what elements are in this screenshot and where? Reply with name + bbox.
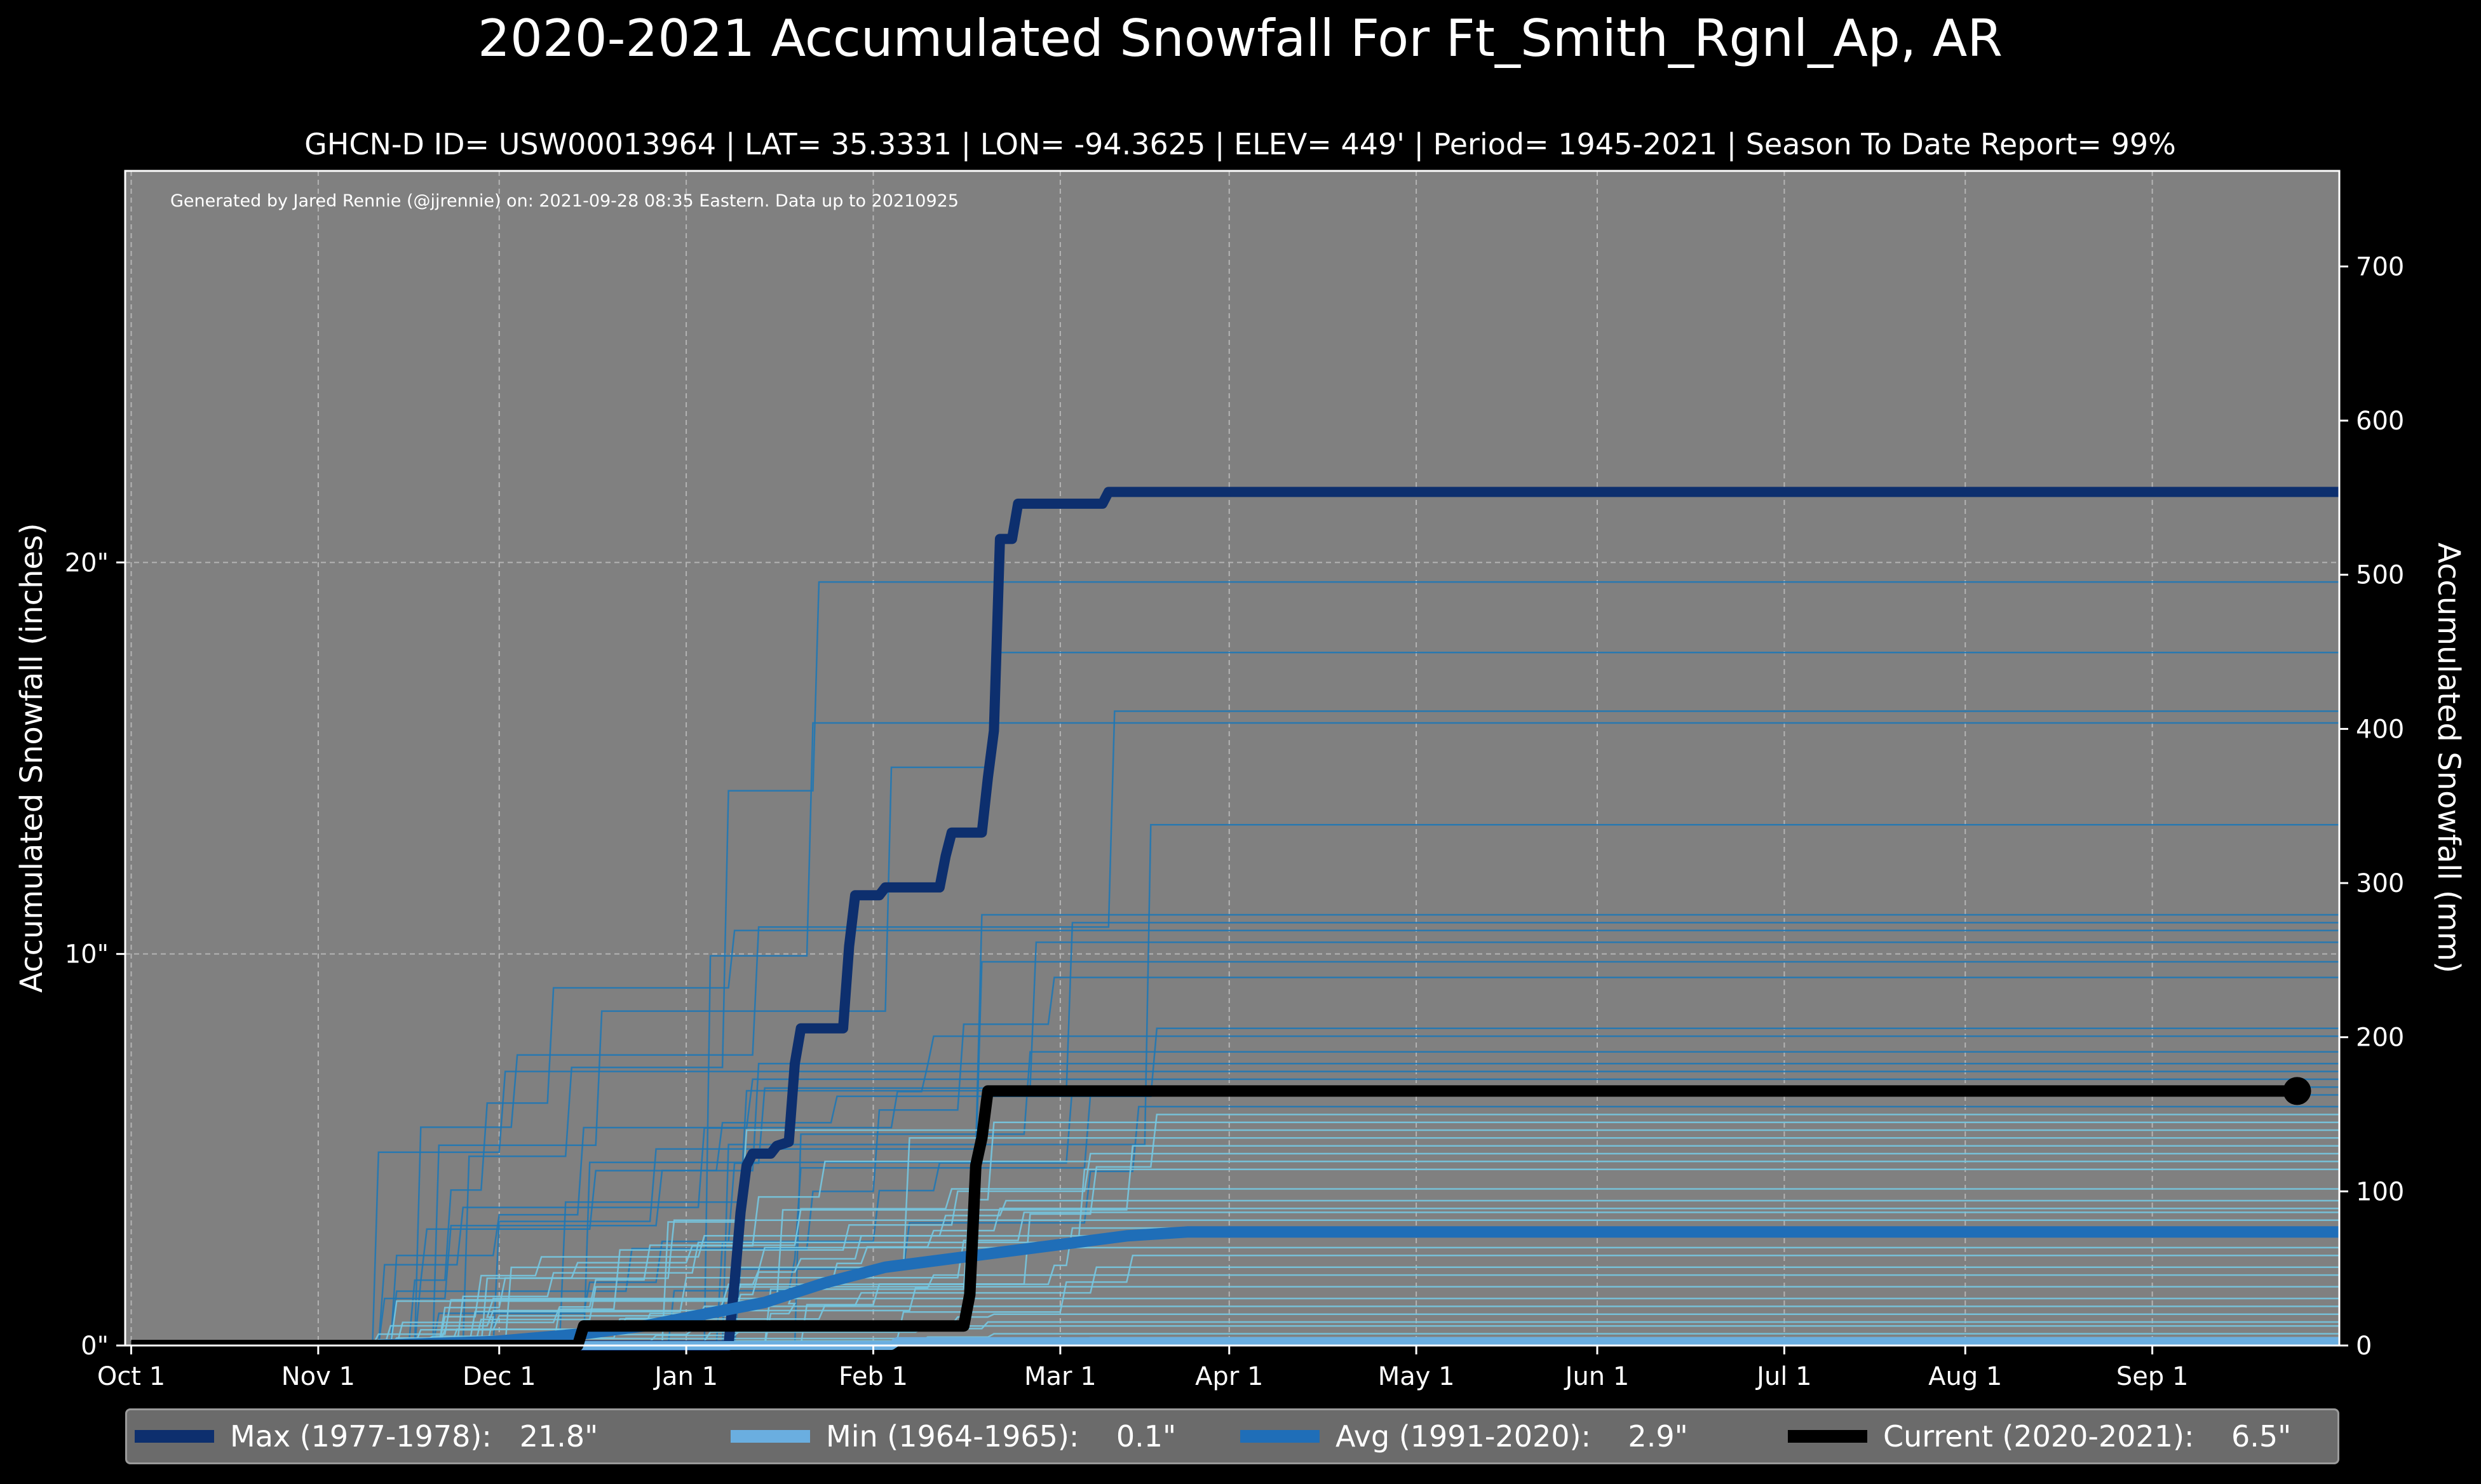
historical-season-line-34 [131,1235,2339,1347]
x-tick-label-2: Dec 1 [463,1362,536,1391]
historical-season-line-24 [131,1145,2339,1347]
x-tick-label-9: Jul 1 [1755,1362,1811,1391]
x-tick-label-7: May 1 [1378,1362,1455,1391]
y-right-tick-label-5: 500 [2356,561,2404,590]
y-axis-ticks: 0" 10" 20" [65,548,125,1361]
y-right-tick-label-7: 700 [2356,252,2404,281]
historical-season-line-29 [131,1199,2339,1347]
y-right-tick-label-1: 100 [2356,1177,2404,1206]
legend-item-max: Max (1977-1978): 21.8" [135,1410,598,1462]
x-tick-label-5: Mar 1 [1024,1362,1097,1391]
legend-label-max: Max (1977-1978): 21.8" [230,1419,598,1454]
series-line-2 [131,1226,2339,1351]
y-right-tick-label-0: 0 [2356,1332,2372,1361]
series-line-3 [131,1085,2297,1351]
x-tick-label-10: Aug 1 [1928,1362,2002,1391]
x-axis-ticks: Oct 1 Nov 1 Dec 1 Jan 1 Feb 1 Mar 1 Apr 1 May 1… [97,1346,2189,1391]
y-right-tick-label-4: 400 [2356,715,2404,744]
legend-item-avg: Avg (1991-2020): 2.9" [1240,1410,1688,1462]
x-tick-label-1: Nov 1 [281,1362,355,1391]
historical-season-line-17 [131,1086,2339,1347]
plot-frame [124,170,2341,1347]
historical-season-line-28 [131,1188,2339,1347]
y-right-tick-label-6: 600 [2356,407,2404,436]
x-tick-label-0: Oct 1 [97,1362,165,1391]
legend-label-avg: Avg (1991-2020): 2.9" [1335,1419,1688,1454]
historical-season-line-27 [131,1168,2339,1347]
historical-season-line-10 [131,976,2339,1347]
historical-season-line-12 [131,1035,2339,1347]
chart-subtitle: GHCN-D ID= USW00013964 | LAT= 35.3331 | … [304,127,2176,162]
y-axis-right-ticks: 0 100 200 300 400 500 600 700 [2339,252,2404,1361]
summary-series [131,487,2339,1351]
y-axis-right-label: Accumulated Snowfall (mm) [2431,543,2466,973]
series-line-0 [131,487,2339,1351]
x-tick-label-4: Feb 1 [839,1362,908,1391]
legend-swatch-avg [1240,1430,1320,1443]
legend-item-min: Min (1964-1965): 0.1" [731,1410,1176,1462]
legend-label-current: Current (2020-2021): 6.5" [1883,1419,2292,1454]
legend-swatch-min [731,1430,810,1443]
legend-label-min: Min (1964-1965): 0.1" [826,1419,1177,1454]
historical-season-line-26 [131,1161,2339,1347]
legend-swatch-current [1788,1430,1867,1443]
historical-season-line-5 [131,914,2339,1347]
y-tick-label-0: 0" [81,1332,109,1361]
x-tick-label-6: Apr 1 [1195,1362,1263,1391]
x-tick-label-11: Sep 1 [2116,1362,2189,1391]
y-axis-label: Accumulated Snowfall (inches) [14,523,50,993]
historical-season-line-30 [131,1208,2339,1347]
historical-season-line-2 [131,710,2339,1347]
credit-text: Generated by Jared Rennie (@jjrennie) on… [170,191,959,211]
y-right-tick-label-2: 200 [2356,1023,2404,1053]
legend-item-current: Current (2020-2021): 6.5" [1788,1410,2291,1462]
x-tick-label-8: Jun 1 [1564,1362,1630,1391]
legend: Max (1977-1978): 21.8" Min (1964-1965): … [125,1408,2339,1464]
historical-season-line-16 [131,1078,2339,1347]
historical-season-line-14 [131,1062,2339,1347]
y-right-tick-label-3: 300 [2356,869,2404,898]
y-tick-label-1: 10" [65,940,109,969]
historical-season-line-0 [131,581,2339,1347]
x-tick-label-3: Jan 1 [652,1362,718,1391]
grid-lines [125,171,2339,1346]
chart-title: 2020-2021 Accumulated Snowfall For Ft_Sm… [478,9,2003,68]
legend-swatch-max [135,1430,214,1443]
current-season-end-marker [2283,1077,2311,1105]
y-tick-label-2: 20" [65,548,109,577]
plot-area [125,171,2339,1346]
historical-season-line-6 [131,922,2339,1347]
